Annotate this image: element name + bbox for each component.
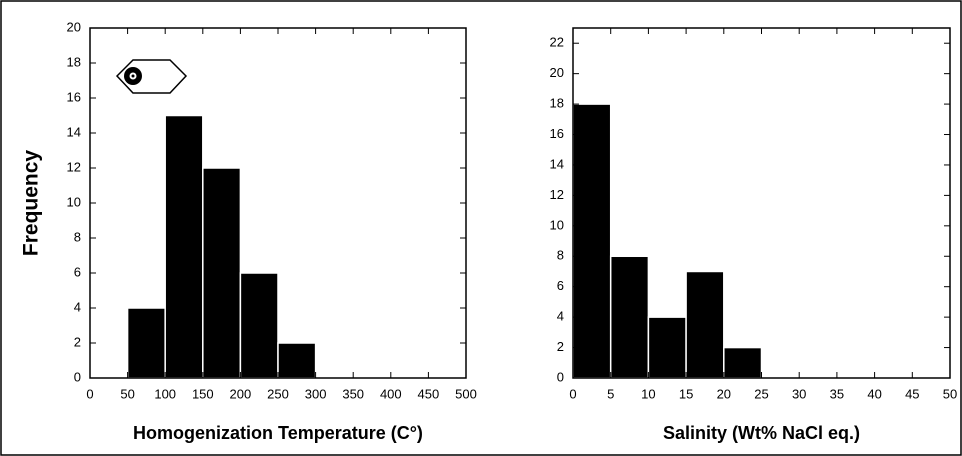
y-tick-label: 12 [550, 187, 564, 202]
x-tick-label: 50 [120, 386, 134, 401]
histogram-bar [277, 342, 317, 379]
x-tick-label: 20 [717, 386, 731, 401]
x-tick-label: 35 [830, 386, 844, 401]
y-tick-label: 16 [67, 89, 81, 104]
x-tick-label: 350 [342, 386, 364, 401]
x-tick-label: 200 [230, 386, 252, 401]
y-tick-label: 18 [550, 96, 564, 111]
histogram-bar [609, 255, 650, 379]
x-tick-label: 250 [267, 386, 289, 401]
histogram-bar [685, 270, 725, 379]
y-tick-label: 2 [557, 339, 564, 354]
x-tick-label: 500 [455, 386, 477, 401]
x-tick-label: 300 [305, 386, 327, 401]
y-tick-label: 10 [67, 194, 81, 209]
y-tick-label: 14 [67, 124, 81, 139]
y-tick-label: 20 [67, 19, 81, 34]
y-tick-label: 20 [550, 65, 564, 80]
x-tick-label: 0 [86, 386, 93, 401]
y-tick-label: 0 [74, 369, 81, 384]
x-tick-label: 10 [641, 386, 655, 401]
x-axis-label: Salinity (Wt% NaCl eq.) [663, 423, 860, 443]
y-tick-label: 6 [557, 278, 564, 293]
x-axis-label: Homogenization Temperature (C°) [133, 423, 423, 443]
x-tick-label: 150 [192, 386, 214, 401]
x-tick-label: 0 [569, 386, 576, 401]
histogram-bar [723, 346, 763, 379]
y-tick-label: 8 [557, 248, 564, 263]
y-tick-label: 0 [557, 369, 564, 384]
x-tick-label: 40 [867, 386, 881, 401]
y-tick-label: 2 [74, 334, 81, 349]
x-tick-label: 50 [943, 386, 957, 401]
x-tick-label: 100 [154, 386, 176, 401]
y-tick-label: 12 [67, 159, 81, 174]
inclusion-icon [115, 59, 188, 94]
x-tick-label: 30 [792, 386, 806, 401]
y-tick-label: 22 [550, 35, 564, 50]
histogram-bar [202, 167, 242, 379]
histogram-bar [647, 316, 687, 379]
x-tick-label: 5 [607, 386, 614, 401]
histogram-bar [126, 307, 166, 379]
y-tick-label: 4 [557, 309, 564, 324]
y-tick-label: 8 [74, 229, 81, 244]
x-tick-label: 25 [754, 386, 768, 401]
x-tick-label: 400 [380, 386, 402, 401]
y-tick-label: 4 [74, 299, 81, 314]
y-axis-label: Frequency [20, 150, 43, 257]
x-tick-label: 450 [418, 386, 440, 401]
y-tick-label: 14 [550, 156, 564, 171]
y-tick-label: 6 [74, 264, 81, 279]
x-tick-label: 45 [905, 386, 919, 401]
y-tick-label: 10 [550, 217, 564, 232]
x-tick-label: 15 [679, 386, 693, 401]
histogram-bar [239, 272, 279, 379]
y-tick-label: 18 [67, 54, 81, 69]
histogram-bar [164, 114, 204, 379]
y-tick-label: 16 [550, 126, 564, 141]
histogram-bar [572, 103, 612, 379]
